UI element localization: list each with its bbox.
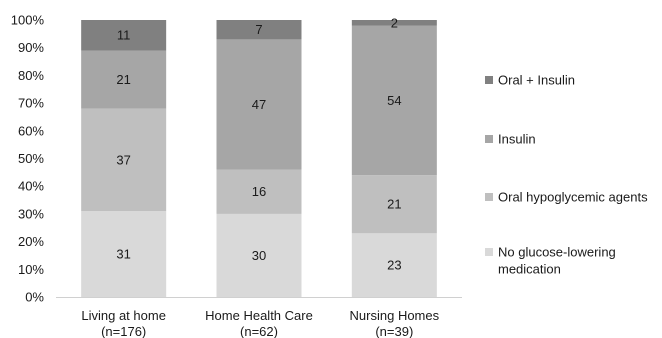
category-label: (n=176) <box>101 324 146 338</box>
legend-swatch <box>485 248 493 256</box>
bar-segment <box>216 169 302 214</box>
y-tick-label: 70% <box>18 96 44 111</box>
data-label: 7 <box>255 22 262 37</box>
data-label: 31 <box>116 247 130 262</box>
data-label: 21 <box>387 197 401 212</box>
bar-segment <box>351 175 437 234</box>
category-label: Nursing Homes <box>350 308 440 323</box>
bar-segment <box>81 211 167 297</box>
legend-label: No glucose-lowering <box>498 245 616 260</box>
data-label: 2 <box>391 15 398 30</box>
legend-label: Insulin <box>498 132 536 147</box>
legend: Oral + Insulin Insulin Oral hypoglycemic a… <box>485 73 648 277</box>
y-tick-label: 10% <box>18 262 44 277</box>
bar-segment <box>216 39 302 170</box>
category-label: (n=39) <box>375 324 413 338</box>
data-label: 54 <box>387 93 401 108</box>
legend-label: medication <box>498 262 561 277</box>
data-label: 23 <box>387 258 401 273</box>
bar-segment <box>216 213 302 297</box>
y-tick-label: 80% <box>18 68 44 83</box>
category-label: Home Health Care <box>205 308 313 323</box>
bar-segment <box>351 233 437 297</box>
y-tick-label: 40% <box>18 179 44 194</box>
legend-swatch <box>485 135 493 143</box>
data-label: 16 <box>252 184 266 199</box>
y-tick-label: 30% <box>18 206 44 221</box>
y-tick-label: 90% <box>18 40 44 55</box>
bar-segment <box>81 20 167 51</box>
y-tick-label: 60% <box>18 123 44 138</box>
y-tick-label: 50% <box>18 151 44 166</box>
data-label: 21 <box>116 72 130 87</box>
bar-segment <box>81 108 167 212</box>
y-axis: 0% 10% 20% 30% 40% 50% 60% 70% 80% 90% 100% <box>11 13 462 305</box>
data-label: 11 <box>117 28 131 43</box>
data-label: 37 <box>116 152 130 167</box>
bar-segment <box>216 20 302 40</box>
y-tick-label: 100% <box>11 13 45 28</box>
legend-swatch <box>485 76 493 84</box>
legend-swatch <box>485 193 493 201</box>
bar-segment <box>351 20 437 26</box>
category-label: Living at home <box>81 308 166 323</box>
x-axis: Living at home(n=176)Home Health Care(n=… <box>81 308 439 338</box>
data-label: 47 <box>252 97 266 112</box>
category-label: (n=62) <box>240 324 278 338</box>
y-tick-label: 20% <box>18 234 44 249</box>
y-tick-label: 0% <box>25 290 44 305</box>
legend-label: Oral hypoglycemic agents <box>498 190 648 205</box>
data-label: 30 <box>252 248 266 263</box>
bar-segment <box>351 25 437 176</box>
bars: 31 37 21 11 30 16 47 7 23 21 54 2 <box>81 15 437 297</box>
legend-label: Oral + Insulin <box>498 73 575 88</box>
bar-segment <box>81 50 167 109</box>
